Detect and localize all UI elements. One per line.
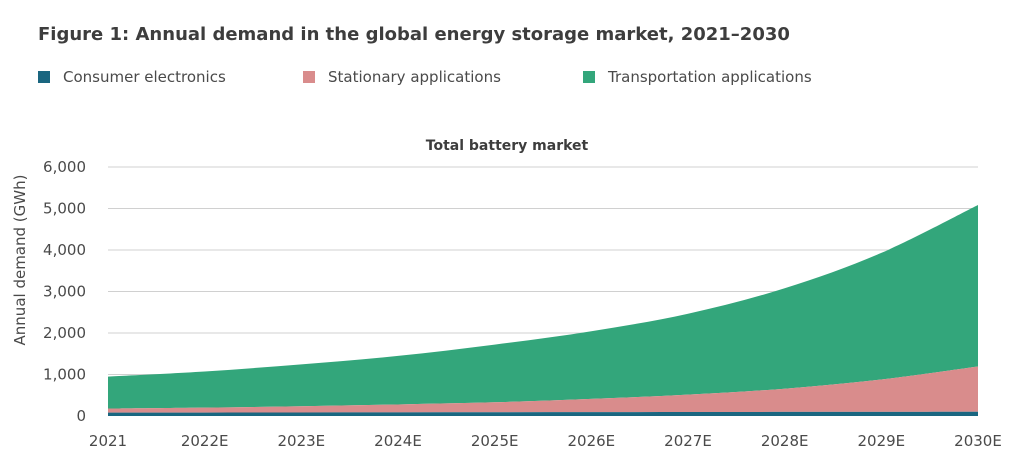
legend: Consumer electronics Stationary applicat… (38, 68, 998, 90)
y-axis-label: Annual demand (GWh) (11, 175, 29, 346)
legend-item-consumer: Consumer electronics (38, 68, 226, 86)
axis-ticks: 0 1,000 2,000 3,000 4,000 5,000 6,000 2021 2022E… (43, 158, 1002, 450)
chart-title: Total battery market (426, 138, 589, 154)
y-tick-label: 0 (76, 407, 86, 425)
legend-swatch-transportation (583, 71, 595, 83)
x-tick-label: 2022E (181, 432, 229, 450)
y-tick-label: 2,000 (43, 324, 86, 342)
legend-label-consumer: Consumer electronics (63, 68, 226, 86)
x-tick-label: 2021 (89, 432, 127, 450)
legend-label-stationary: Stationary applications (328, 68, 501, 86)
y-tick-label: 1,000 (43, 366, 86, 384)
legend-label-transportation: Transportation applications (608, 68, 812, 86)
x-tick-label: 2025E (471, 432, 519, 450)
legend-item-transportation: Transportation applications (583, 68, 812, 86)
x-tick-label: 2026E (568, 432, 616, 450)
series-areas (108, 205, 978, 416)
legend-swatch-consumer (38, 71, 50, 83)
y-tick-label: 5,000 (43, 200, 86, 218)
figure-title: Figure 1: Annual demand in the global en… (38, 24, 790, 45)
x-tick-label: 2030E (954, 432, 1002, 450)
y-tick-label: 6,000 (43, 158, 86, 176)
x-tick-label: 2028E (761, 432, 809, 450)
y-tick-label: 3,000 (43, 283, 86, 301)
area-transportation-applications (108, 205, 978, 409)
x-tick-label: 2027E (664, 432, 712, 450)
area-consumer-electronics (108, 411, 978, 416)
area-stationary-applications (108, 366, 978, 413)
legend-swatch-stationary (303, 71, 315, 83)
x-tick-label: 2029E (858, 432, 906, 450)
x-tick-label: 2024E (374, 432, 422, 450)
y-tick-label: 4,000 (43, 241, 86, 259)
x-tick-label: 2023E (278, 432, 326, 450)
legend-item-stationary: Stationary applications (303, 68, 501, 86)
